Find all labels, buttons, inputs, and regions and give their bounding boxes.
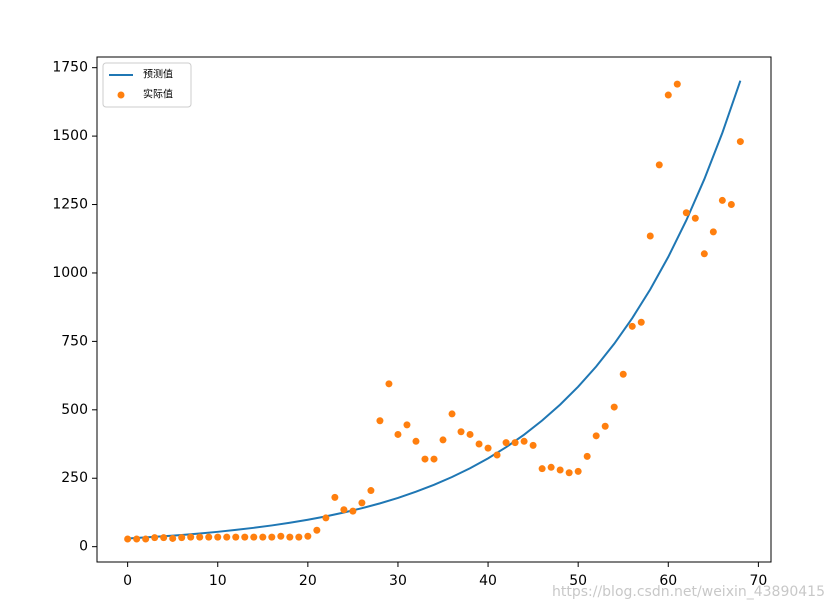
scatter-point bbox=[574, 467, 582, 475]
scatter-point bbox=[619, 370, 627, 378]
scatter-point bbox=[196, 533, 204, 541]
scatter-point bbox=[502, 439, 510, 447]
scatter-point bbox=[457, 428, 465, 436]
x-tick-label: 20 bbox=[299, 573, 317, 589]
scatter-point bbox=[340, 506, 348, 514]
scatter-point bbox=[664, 91, 672, 99]
y-tick-label: 1250 bbox=[52, 197, 88, 213]
scatter-point bbox=[331, 493, 339, 501]
scatter-point bbox=[484, 444, 492, 452]
scatter-point bbox=[286, 533, 294, 541]
scatter-point bbox=[349, 507, 357, 515]
scatter-point bbox=[538, 465, 546, 473]
scatter-point bbox=[529, 441, 537, 449]
scatter-point bbox=[682, 209, 690, 217]
scatter-point bbox=[700, 250, 708, 258]
x-tick-label: 40 bbox=[479, 573, 497, 589]
scatter-point bbox=[466, 430, 474, 438]
scatter-point bbox=[259, 533, 267, 541]
y-tick-label: 1500 bbox=[52, 128, 88, 144]
legend-marker bbox=[117, 91, 125, 99]
y-tick-label: 1000 bbox=[52, 265, 88, 281]
scatter-point bbox=[232, 533, 240, 541]
scatter-point bbox=[214, 533, 222, 541]
scatter-point bbox=[151, 534, 159, 542]
x-tick-label: 60 bbox=[659, 573, 677, 589]
scatter-point bbox=[295, 533, 303, 541]
scatter-point bbox=[313, 526, 321, 534]
scatter-point bbox=[565, 469, 573, 477]
scatter-point bbox=[583, 452, 591, 460]
scatter-point bbox=[394, 430, 402, 438]
scatter-point bbox=[439, 436, 447, 444]
scatter-point bbox=[475, 440, 483, 448]
scatter-point bbox=[547, 463, 555, 471]
scatter-point bbox=[673, 80, 681, 88]
x-tick-label: 0 bbox=[123, 573, 132, 589]
scatter-point bbox=[142, 535, 150, 543]
scatter-point bbox=[187, 533, 195, 541]
predicted-line bbox=[127, 80, 742, 540]
scatter-point bbox=[556, 466, 564, 474]
scatter-point bbox=[124, 535, 132, 543]
y-tick-label: 1750 bbox=[52, 60, 88, 76]
scatter-point bbox=[160, 534, 168, 542]
scatter-point bbox=[601, 422, 609, 430]
scatter-point bbox=[511, 439, 519, 447]
legend-label: 预测值 bbox=[143, 68, 173, 81]
scatter-point bbox=[448, 410, 456, 418]
y-tick-label: 250 bbox=[61, 470, 88, 486]
scatter-point bbox=[250, 533, 258, 541]
scatter-point bbox=[493, 451, 501, 459]
y-tick-label: 500 bbox=[61, 402, 88, 418]
scatter-point bbox=[412, 437, 420, 445]
y-tick-label: 750 bbox=[61, 333, 88, 349]
scatter-point bbox=[655, 161, 663, 169]
scatter-point bbox=[178, 534, 186, 542]
scatter-point bbox=[628, 322, 636, 330]
scatter-point bbox=[223, 533, 231, 541]
scatter-point bbox=[709, 228, 717, 236]
scatter-point bbox=[691, 214, 699, 222]
scatter-point bbox=[133, 535, 141, 543]
scatter-point bbox=[268, 533, 276, 541]
scatter-point bbox=[592, 432, 600, 440]
scatter-point bbox=[637, 318, 645, 326]
scatter-point bbox=[520, 437, 528, 445]
x-tick-label: 50 bbox=[569, 573, 587, 589]
x-tick-label: 70 bbox=[749, 573, 767, 589]
scatter-point bbox=[169, 534, 177, 542]
scatter-point bbox=[421, 455, 429, 463]
scatter-point bbox=[736, 138, 744, 146]
x-tick-label: 30 bbox=[389, 573, 407, 589]
scatter-point bbox=[241, 533, 249, 541]
scatter-point bbox=[304, 532, 312, 540]
scatter-point bbox=[322, 514, 330, 522]
scatter-point bbox=[610, 403, 618, 411]
scatter-point bbox=[358, 499, 366, 507]
plot-frame bbox=[96, 56, 772, 563]
x-tick-label: 10 bbox=[209, 573, 227, 589]
scatter-point bbox=[403, 421, 411, 429]
scatter-point bbox=[376, 417, 384, 425]
y-tick-label: 0 bbox=[79, 539, 88, 555]
watermark: https://blog.csdn.net/weixin_43890415 bbox=[552, 584, 825, 600]
scatter-point bbox=[718, 196, 726, 204]
scatter-point bbox=[646, 232, 654, 240]
scatter-point bbox=[727, 201, 735, 209]
scatter-point bbox=[430, 455, 438, 463]
legend-label: 实际值 bbox=[143, 88, 173, 101]
scatter-point bbox=[385, 380, 393, 388]
scatter-point bbox=[205, 533, 213, 541]
scatter-point bbox=[367, 487, 375, 495]
scatter-point bbox=[277, 532, 285, 540]
